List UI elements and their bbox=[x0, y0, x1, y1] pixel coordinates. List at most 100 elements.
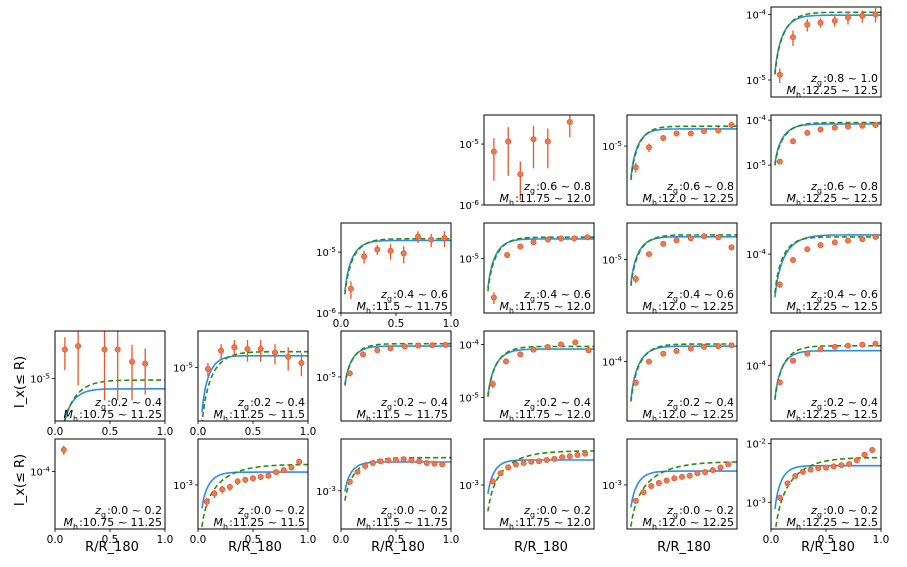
plot-area bbox=[630, 233, 737, 287]
panel-mass-label: Mh :11.25 ~ 11.5 bbox=[213, 408, 305, 423]
subplot-panel: 10-4 zg :0.2 ~ 0.4Mh :12.0 ~ 12.25 bbox=[602, 330, 738, 423]
data-point bbox=[362, 462, 369, 469]
x-tick-label: 0.5 bbox=[102, 426, 119, 438]
y-axis-title: I_x(≤ R) bbox=[13, 454, 28, 506]
data-point bbox=[831, 343, 838, 350]
plot-area bbox=[490, 115, 573, 201]
plot-area bbox=[774, 121, 881, 166]
data-point bbox=[728, 122, 735, 129]
data-point bbox=[423, 459, 430, 466]
data-point bbox=[528, 458, 535, 465]
data-point bbox=[387, 247, 394, 254]
panel-mass-label: Mh :11.5 ~ 11.75 bbox=[356, 516, 448, 531]
data-point bbox=[530, 239, 537, 246]
axes-frame bbox=[770, 114, 882, 206]
plot-area bbox=[630, 122, 737, 181]
data-point bbox=[272, 349, 279, 356]
data-point bbox=[671, 475, 678, 482]
model-curve-solid bbox=[344, 345, 451, 385]
data-point bbox=[400, 456, 407, 463]
subplot-panel: 10-4 10-5 zg :0.2 ~ 0.4Mh :11.75 ~ 12.0 bbox=[459, 330, 595, 423]
subplot-panel: 10-2 10-3 0.0 0.5 1.0 zg :0.0 ~ 0.2Mh :12.2… bbox=[746, 437, 889, 546]
data-point bbox=[517, 243, 524, 250]
data-point bbox=[645, 358, 652, 365]
y-tick-label: 10-5 bbox=[459, 252, 480, 266]
axes-frame bbox=[626, 114, 738, 206]
plot-area bbox=[774, 340, 881, 400]
data-point bbox=[415, 342, 422, 349]
data-point bbox=[505, 464, 512, 471]
data-point bbox=[231, 344, 238, 351]
panel-mass-label: Mh :11.75 ~ 12.0 bbox=[499, 516, 591, 531]
x-tick-label: 1.0 bbox=[300, 426, 317, 438]
y-tick-label: 10-3 bbox=[746, 495, 767, 509]
panel-mass-label: Mh :12.0 ~ 12.25 bbox=[642, 300, 734, 315]
x-tick-label: 1.0 bbox=[157, 426, 174, 438]
axes-frame bbox=[483, 330, 595, 422]
data-point bbox=[204, 365, 211, 372]
data-point bbox=[431, 460, 438, 467]
data-point bbox=[687, 235, 694, 242]
y-tick-label: 10-5 bbox=[746, 73, 767, 87]
panel-redshift-label: zg :0.0 ~ 0.2 bbox=[380, 504, 448, 519]
y-tick-label: 10-5 bbox=[30, 371, 51, 385]
data-point bbox=[807, 466, 814, 473]
data-point bbox=[512, 461, 519, 468]
model-curve-dashed bbox=[774, 236, 881, 294]
data-point bbox=[831, 17, 838, 24]
data-point bbox=[387, 345, 394, 352]
panel-redshift-label: zg :0.6 ~ 0.8 bbox=[523, 180, 591, 195]
data-point bbox=[517, 351, 524, 358]
data-point bbox=[845, 342, 852, 349]
plot-area bbox=[774, 446, 881, 529]
panel-redshift-label: zg :0.0 ~ 0.2 bbox=[94, 504, 162, 519]
data-point bbox=[830, 463, 837, 470]
data-point bbox=[804, 246, 811, 253]
x-tick-label: 0.0 bbox=[763, 534, 780, 546]
data-point bbox=[831, 239, 838, 246]
y-tick-label: 10-3 bbox=[173, 478, 194, 492]
data-point bbox=[702, 469, 709, 476]
axes-frame bbox=[770, 6, 882, 98]
subplot-panel: 10-4 0.0 0.5 1.0 zg :0.0 ~ 0.2Mh :10.75 ~ 1… bbox=[30, 438, 174, 546]
data-point bbox=[400, 250, 407, 257]
data-point bbox=[101, 346, 108, 353]
data-point bbox=[415, 233, 422, 240]
subplot-panel: 10-3 zg :0.0 ~ 0.2Mh :11.75 ~ 12.0 bbox=[459, 438, 595, 531]
data-point bbox=[429, 342, 436, 349]
x-axis-title: R/R_180 bbox=[228, 540, 282, 555]
panel-mass-label: Mh :12.25 ~ 12.5 bbox=[786, 516, 878, 531]
y-tick-label: 10-2 bbox=[746, 437, 767, 451]
data-point bbox=[838, 462, 845, 469]
model-curve-solid bbox=[774, 123, 881, 164]
data-point bbox=[408, 457, 415, 464]
data-point bbox=[75, 342, 82, 349]
panel-redshift-label: zg :0.6 ~ 0.8 bbox=[810, 180, 878, 195]
data-point bbox=[701, 343, 708, 350]
data-point bbox=[789, 357, 796, 364]
model-curve-solid bbox=[63, 388, 165, 421]
subplot-panel: 10-5 zg :0.4 ~ 0.6Mh :12.0 ~ 12.25 bbox=[602, 222, 738, 315]
data-point bbox=[250, 475, 257, 482]
model-curve-solid bbox=[774, 234, 881, 298]
data-point bbox=[374, 347, 381, 354]
model-curve-dashed bbox=[774, 456, 881, 529]
data-point bbox=[490, 294, 497, 301]
x-axis-title: R/R_180 bbox=[657, 540, 711, 555]
y-tick-label: 10-5 bbox=[602, 252, 623, 266]
x-tick-label: 1.0 bbox=[157, 534, 174, 546]
data-point bbox=[439, 461, 446, 468]
data-point bbox=[859, 341, 866, 348]
data-point bbox=[520, 460, 527, 467]
data-point bbox=[817, 126, 824, 133]
data-point bbox=[401, 343, 408, 350]
data-point bbox=[679, 473, 686, 480]
data-point bbox=[226, 484, 233, 491]
data-point bbox=[776, 379, 783, 386]
panel-mass-label: Mh :12.25 ~ 12.5 bbox=[786, 408, 878, 423]
data-point bbox=[61, 346, 68, 353]
data-point bbox=[585, 347, 592, 354]
y-tick-label: 10-3 bbox=[316, 484, 337, 498]
x-tick-label: 1.0 bbox=[300, 534, 317, 546]
panel-redshift-label: zg :0.4 ~ 0.6 bbox=[810, 288, 878, 303]
